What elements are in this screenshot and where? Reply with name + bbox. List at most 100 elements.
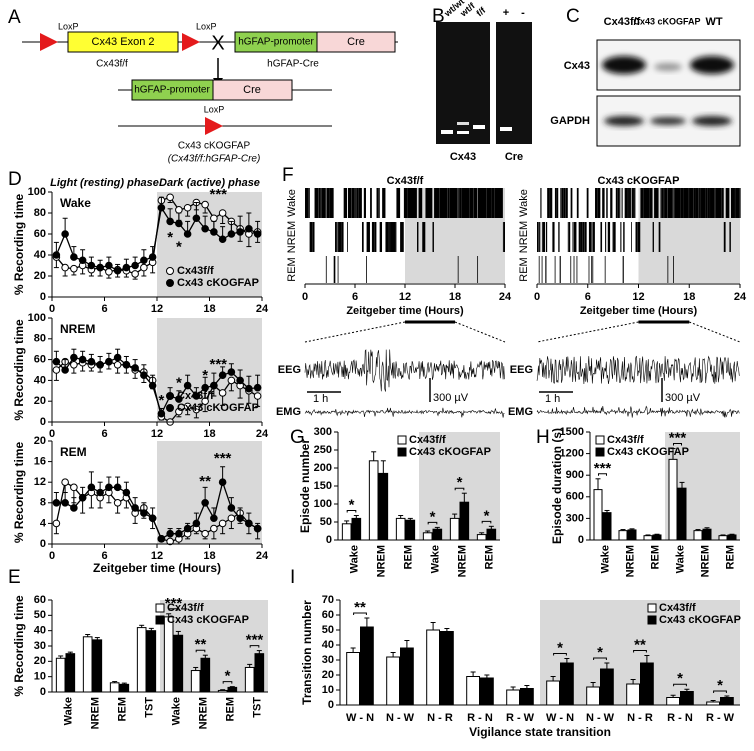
hypnogram-segment xyxy=(563,188,566,218)
y-tick-label: 1500 xyxy=(560,426,584,438)
marker xyxy=(78,256,87,265)
dark-phase-shade xyxy=(157,441,262,544)
marker xyxy=(175,529,183,538)
legend-marker xyxy=(155,615,165,625)
marker xyxy=(210,524,218,533)
x-tick-label: N - R xyxy=(427,712,453,724)
marker xyxy=(113,499,122,507)
hypnogram-segment xyxy=(615,188,618,218)
x-tick-label: 18 xyxy=(449,291,461,303)
y-tick-label: 100 xyxy=(28,186,46,198)
hypnogram-segment xyxy=(604,256,606,283)
marker xyxy=(157,409,166,418)
marker xyxy=(201,200,209,209)
marker xyxy=(166,217,174,226)
x-tick-label: 12 xyxy=(632,291,644,303)
hypnogram-segment xyxy=(715,188,722,218)
legend-label: Cx43 cKOGFAP xyxy=(177,277,259,289)
cre-box xyxy=(212,79,293,101)
hypnogram-segment xyxy=(403,188,408,218)
sig-bracket xyxy=(427,521,438,525)
legend-marker xyxy=(647,603,657,613)
hypnogram-segment xyxy=(637,222,638,252)
marker xyxy=(148,253,157,261)
hypnogram-segment xyxy=(376,188,379,218)
significance: * xyxy=(158,392,164,409)
hypnogram-segment xyxy=(314,188,319,218)
y-tick-label: 20 xyxy=(34,435,46,447)
panel-label: D xyxy=(8,169,22,190)
x-tick-label: Wake xyxy=(599,545,611,573)
y-tick-label: 0 xyxy=(578,534,584,546)
sig-bracket xyxy=(222,681,233,684)
hypnogram-segment xyxy=(570,256,572,283)
significance: * xyxy=(225,668,231,685)
y-tick-label: 12 xyxy=(34,476,46,488)
x-axis-label: Vigilance state transition xyxy=(469,725,611,739)
x-tick-label: TST xyxy=(251,697,263,718)
hypnogram-segment xyxy=(305,188,309,218)
x-tick-label: REM xyxy=(402,545,414,569)
emg-trace xyxy=(304,407,505,418)
hypnogram-segment xyxy=(573,222,575,252)
marker xyxy=(210,381,218,390)
marker xyxy=(192,519,201,528)
x-tick-label: Wake xyxy=(348,545,360,573)
y-axis-label: % Recording time xyxy=(12,194,26,296)
gel-band xyxy=(457,122,469,125)
bar xyxy=(136,627,147,693)
trace-label: EEG xyxy=(278,364,301,376)
marker xyxy=(175,395,183,403)
marker xyxy=(105,261,113,270)
hypnogram-segment xyxy=(366,222,370,252)
marker xyxy=(183,524,192,533)
y-tick-label: 10 xyxy=(322,684,334,696)
row-label: GAPDH xyxy=(550,115,590,127)
x-tick-label: W - N xyxy=(346,712,374,724)
bar xyxy=(109,682,120,693)
hypnogram-segment xyxy=(538,256,540,283)
hypnogram-segment xyxy=(574,222,577,252)
legend-marker xyxy=(166,404,174,412)
hypnogram-segment xyxy=(620,222,622,252)
bar xyxy=(506,689,521,706)
marker xyxy=(78,493,87,502)
y-tick-label: 80 xyxy=(34,207,46,219)
y-tick-label: 40 xyxy=(34,374,46,386)
x-tick-label: 6 xyxy=(585,291,591,303)
hypnogram-segment xyxy=(355,188,357,218)
y-tick-label: 60 xyxy=(322,609,334,621)
marker xyxy=(61,478,69,487)
marker xyxy=(70,353,78,362)
hypnogram-segment xyxy=(658,222,661,252)
y-tick-label: 16 xyxy=(34,456,46,468)
blot-band xyxy=(650,117,686,125)
hypnogram-segment xyxy=(613,222,616,252)
hypnogram-segment xyxy=(502,222,504,252)
bar xyxy=(718,535,728,541)
bar xyxy=(55,657,66,693)
x-tick-label: NREM xyxy=(456,545,468,577)
significance: ** xyxy=(354,599,366,616)
marker xyxy=(122,361,131,369)
x-tick-label: REM xyxy=(483,545,495,569)
bar xyxy=(702,528,712,541)
marker xyxy=(52,366,61,374)
marker xyxy=(148,514,157,523)
hypnogram-segment xyxy=(725,188,730,218)
hypnogram-segment xyxy=(550,188,553,218)
legend-marker xyxy=(397,447,407,457)
y-axis-label: Episode duration (s) xyxy=(550,428,564,544)
hypnogram-segment xyxy=(637,222,641,252)
y-tick-label: 20 xyxy=(34,655,46,667)
hypnogram-segment xyxy=(695,188,699,218)
chart-title: REM xyxy=(60,445,87,459)
bar xyxy=(426,629,441,706)
hypnogram-segment xyxy=(595,188,598,218)
bar xyxy=(693,530,703,541)
marker xyxy=(52,251,61,259)
hypnogram-segment xyxy=(325,256,327,283)
hypnogram-segment xyxy=(674,188,681,218)
hypnogram-segment xyxy=(605,222,607,252)
legend-marker xyxy=(166,267,174,275)
